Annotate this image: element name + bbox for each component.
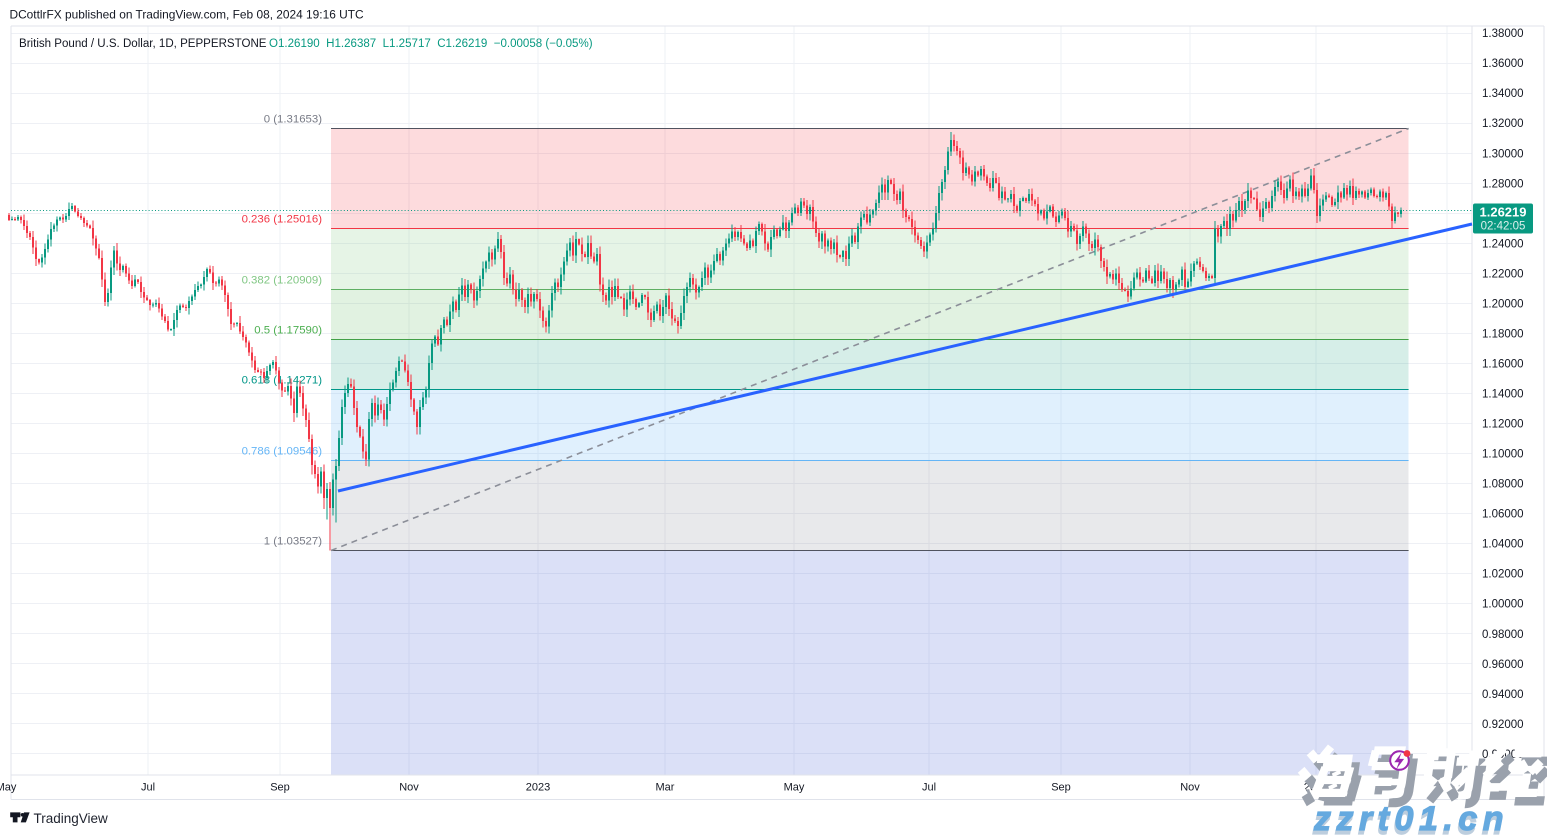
svg-text:zzrt01.cn: zzrt01.cn: [1313, 800, 1509, 836]
svg-text:1.34000: 1.34000: [1482, 88, 1524, 100]
svg-text:1.20000: 1.20000: [1482, 298, 1524, 310]
svg-text:0.382 (1.20909): 0.382 (1.20909): [242, 275, 323, 287]
svg-text:1.38000: 1.38000: [1482, 28, 1524, 40]
svg-text:Sep: Sep: [270, 782, 290, 794]
svg-text:O1.26190 H1.26387 L1.25717: O1.26190 H1.26387 L1.25717 C1.26219 −0.0…: [269, 38, 593, 50]
svg-text:Nov: Nov: [1180, 782, 1200, 794]
svg-text:1.12000: 1.12000: [1482, 419, 1524, 431]
svg-text:02:42:05: 02:42:05: [1481, 221, 1526, 233]
svg-text:TradingView: TradingView: [34, 811, 109, 826]
svg-text:Jul: Jul: [141, 782, 155, 794]
svg-text:0.98000: 0.98000: [1482, 629, 1524, 641]
svg-text:1.04000: 1.04000: [1482, 539, 1524, 551]
svg-text:1 (1.03527): 1 (1.03527): [264, 536, 322, 548]
svg-text:Sep: Sep: [1051, 782, 1071, 794]
svg-text:2023: 2023: [526, 782, 550, 794]
svg-text:British Pound / U.S. Dollar, 1: British Pound / U.S. Dollar, 1D, PEPPERS…: [19, 38, 267, 50]
svg-text:1.22000: 1.22000: [1482, 268, 1524, 280]
svg-text:0.96000: 0.96000: [1482, 659, 1524, 671]
svg-text:1.16000: 1.16000: [1482, 359, 1524, 371]
svg-text:1.26219: 1.26219: [1480, 205, 1527, 220]
svg-text:1.06000: 1.06000: [1482, 509, 1524, 521]
svg-text:1.00000: 1.00000: [1482, 599, 1524, 611]
svg-text:1.14000: 1.14000: [1482, 389, 1524, 401]
svg-text:Nov: Nov: [399, 782, 419, 794]
svg-text:1.02000: 1.02000: [1482, 569, 1524, 581]
svg-text:zzrt01.cn: zzrt01.cn: [1312, 804, 1508, 836]
svg-text:1.36000: 1.36000: [1482, 58, 1524, 70]
svg-text:1.30000: 1.30000: [1482, 148, 1524, 160]
svg-text:1.08000: 1.08000: [1482, 479, 1524, 491]
svg-text:0 (1.31653): 0 (1.31653): [264, 114, 322, 126]
svg-text:1.24000: 1.24000: [1482, 238, 1524, 250]
svg-text:0.94000: 0.94000: [1482, 689, 1524, 701]
svg-text:DCottlrFX published on Trading: DCottlrFX published on TradingView.com, …: [10, 8, 364, 22]
svg-text:0.5 (1.17590): 0.5 (1.17590): [254, 325, 322, 337]
svg-text:May: May: [0, 782, 17, 794]
svg-text:1.18000: 1.18000: [1482, 329, 1524, 341]
svg-text:0.236 (1.25016): 0.236 (1.25016): [242, 214, 323, 226]
svg-text:May: May: [784, 782, 805, 794]
svg-text:1.32000: 1.32000: [1482, 118, 1524, 130]
svg-text:0.92000: 0.92000: [1482, 719, 1524, 731]
svg-text:1.10000: 1.10000: [1482, 449, 1524, 461]
svg-text:Jul: Jul: [922, 782, 936, 794]
svg-text:1.28000: 1.28000: [1482, 178, 1524, 190]
svg-text:0.786 (1.09546): 0.786 (1.09546): [242, 446, 323, 458]
svg-text:Mar: Mar: [656, 782, 675, 794]
